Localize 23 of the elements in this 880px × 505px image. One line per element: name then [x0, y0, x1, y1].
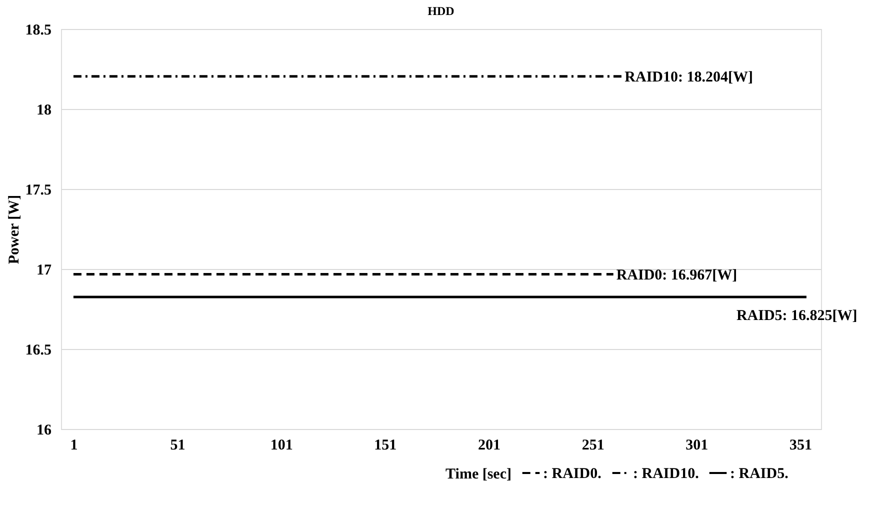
chart-title: HDD	[428, 4, 455, 18]
x-tick-label: 301	[686, 438, 708, 454]
x-tick-label: 101	[270, 438, 293, 454]
annotation: RAID5: 16.825[W]	[736, 308, 858, 324]
legend-label: : RAID0.	[543, 466, 602, 482]
legend-label: : RAID10.	[633, 466, 700, 482]
y-tick-label: 18.5	[25, 22, 52, 38]
y-tick-label: 18	[36, 102, 52, 118]
x-tick-label: 1	[70, 438, 78, 454]
y-tick-label: 16	[36, 422, 52, 438]
x-tick-label: 251	[582, 438, 604, 454]
x-axis-title: Time [sec]	[446, 466, 512, 482]
y-tick-label: 17.5	[25, 182, 52, 198]
annotation: RAID0: 16.967[W]	[616, 267, 738, 284]
x-tick-label: 201	[478, 438, 501, 454]
annotation: RAID10: 18.204[W]	[624, 69, 753, 86]
y-axis-title: Power [W]	[6, 194, 22, 264]
y-tick-label: 16.5	[25, 342, 52, 358]
y-tick-label: 17	[36, 262, 52, 278]
x-tick-label: 351	[789, 438, 812, 454]
x-tick-label: 51	[170, 438, 186, 454]
x-tick-label: 151	[374, 438, 397, 454]
legend-label: : RAID5.	[730, 466, 789, 482]
